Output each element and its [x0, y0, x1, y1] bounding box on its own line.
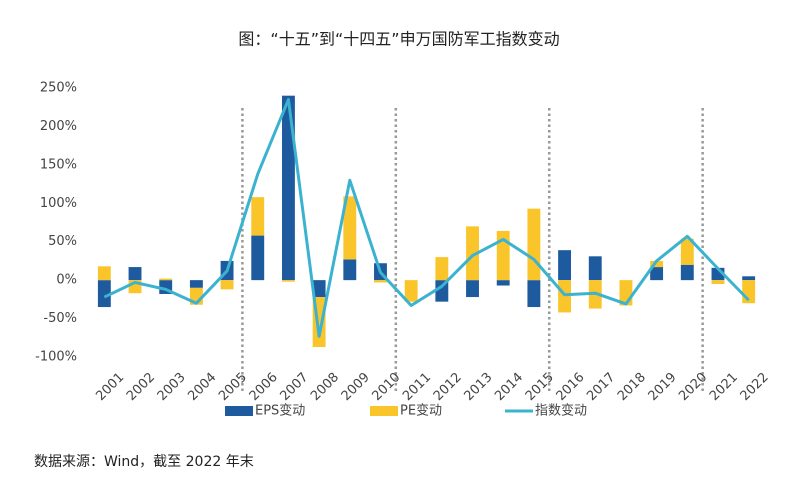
x-tick-label: 2013 — [462, 370, 496, 404]
x-tick-label: 2012 — [431, 370, 465, 404]
x-tick-label: 2004 — [185, 370, 219, 404]
bar — [251, 235, 265, 281]
x-tick-label: 2016 — [554, 370, 588, 404]
y-tick-label: -100% — [35, 350, 77, 365]
bar — [742, 276, 756, 281]
y-tick-label: 100% — [40, 196, 77, 211]
x-tick-label: 2017 — [584, 370, 618, 404]
bar — [374, 280, 387, 283]
bar — [97, 266, 111, 281]
bar — [527, 208, 541, 281]
bar — [281, 95, 295, 281]
legend-label: PE变动 — [400, 403, 442, 419]
line — [103, 98, 750, 338]
bar — [128, 267, 142, 281]
x-tick-label: 2009 — [339, 370, 373, 404]
y-tick-label: 150% — [40, 157, 77, 172]
y-tick-label: 0% — [56, 273, 77, 288]
bar — [251, 197, 265, 236]
bar — [435, 280, 449, 302]
y-tick-label: -50% — [43, 311, 77, 326]
y-tick-label: 200% — [40, 119, 77, 134]
bar — [680, 264, 694, 281]
bar — [650, 267, 664, 281]
bar — [159, 278, 173, 281]
bar — [466, 226, 479, 281]
bar — [189, 280, 203, 288]
x-tick-label: 2022 — [738, 370, 772, 404]
x-tick-label: 2006 — [247, 370, 281, 404]
y-tick-label: 50% — [48, 234, 77, 249]
y-tick-label: 250% — [40, 81, 77, 96]
x-tick-label: 2020 — [676, 370, 710, 404]
x-tick-label: 2001 — [93, 370, 127, 404]
bar — [558, 250, 572, 281]
bar — [97, 280, 111, 308]
legend-swatch — [370, 406, 398, 416]
bar — [220, 280, 234, 290]
x-tick-label: 2008 — [308, 370, 342, 404]
bar — [404, 280, 418, 302]
bar — [680, 238, 694, 265]
bar — [343, 196, 357, 260]
x-tick-label: 2003 — [155, 370, 189, 404]
x-tick-label: 2007 — [277, 370, 311, 404]
legend-label: 指数变动 — [535, 403, 587, 419]
x-tick-label: 2021 — [707, 370, 741, 404]
bar — [496, 280, 510, 286]
x-tick-label: 2019 — [646, 370, 680, 404]
x-tick-label: 2015 — [523, 370, 557, 404]
bar — [281, 280, 295, 282]
legend-swatch — [225, 406, 253, 416]
bar — [588, 256, 602, 281]
x-tick-label: 2018 — [615, 370, 649, 404]
bar — [711, 280, 725, 284]
x-tick-label: 2011 — [400, 370, 434, 404]
bar — [558, 280, 572, 313]
source-note: 数据来源：Wind，截至 2022 年末 — [34, 454, 254, 470]
legend-label: EPS变动 — [255, 403, 305, 419]
bar — [466, 280, 479, 298]
x-tick-label: 2005 — [216, 370, 250, 404]
bar — [527, 280, 541, 308]
x-tick-label: 2014 — [492, 370, 526, 404]
x-tick-label: 2002 — [124, 370, 158, 404]
chart-title: 图：“十五”到“十四五”申万国防军工指数变动 — [238, 30, 559, 49]
x-tick-label: 2010 — [369, 370, 403, 404]
bar — [312, 280, 326, 298]
bar — [650, 260, 664, 268]
bar — [343, 259, 357, 281]
bar — [435, 257, 449, 281]
